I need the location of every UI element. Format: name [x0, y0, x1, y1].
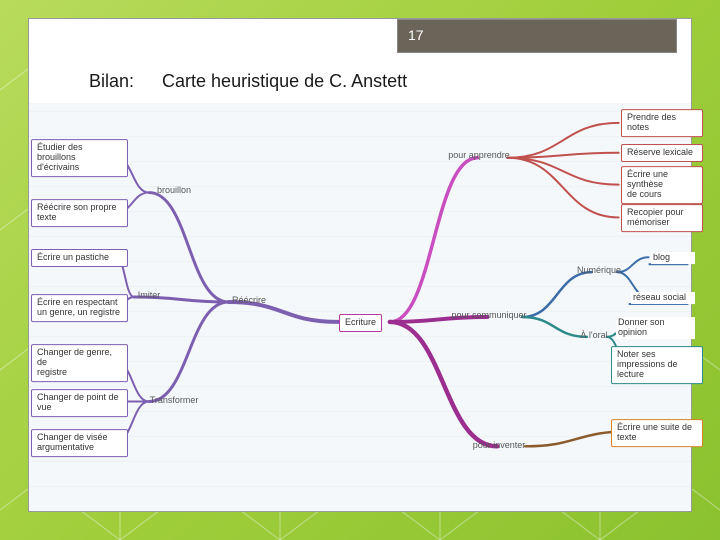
leaf-r2: Réserve lexicale [621, 144, 703, 162]
branch-inventer: pour inventer [473, 440, 526, 450]
leaf-r5: blog [651, 252, 695, 264]
content-panel: 17 Bilan: Carte heuristique de C. Anstet… [28, 18, 692, 512]
branch-oral: À l'oral [580, 330, 607, 340]
leaf-r7: Donner son opinion [616, 317, 695, 339]
page-number-tab: 17 [397, 19, 677, 53]
branch-apprendre: pour apprendre [448, 150, 510, 160]
branch-communiquer: pour communiquer [451, 310, 526, 320]
leaf-r9: Écrire une suite de texte [611, 419, 703, 447]
heading-bilan: Bilan: [89, 71, 134, 92]
leaf-r6: réseau social [631, 292, 695, 304]
branch-brouillon: brouillon [157, 185, 191, 195]
leaf-l2: Réécrire son propre texte [31, 199, 128, 227]
leaf-l1: Étudier des brouillons d'écrivains [31, 139, 128, 177]
mindmap-edges [29, 103, 691, 511]
leaf-l7: Changer de visée argumentative [31, 429, 128, 457]
leaf-r3: Écrire une synthèse de cours [621, 166, 703, 204]
branch-numerique: Numérique [577, 265, 621, 275]
leaf-l6: Changer de point de vue [31, 389, 128, 417]
leaf-l3: Écrire un pastiche [31, 249, 128, 267]
heading-title: Carte heuristique de C. Anstett [162, 71, 407, 92]
center-node: Ecriture [339, 314, 382, 332]
branch-imiter: Imiter [138, 290, 161, 300]
leaf-l5: Changer de genre, de registre [31, 344, 128, 382]
mindmap: Ecriture Réécrire brouillon Imiter Transform… [29, 103, 691, 511]
leaf-r4: Recopier pour mémoriser [621, 204, 703, 232]
branch-transformer: Transformer [150, 395, 199, 405]
branch-reecrire: Réécrire [232, 295, 266, 305]
slide: 17 Bilan: Carte heuristique de C. Anstet… [0, 0, 720, 540]
leaf-r8: Noter ses impressions de lecture [611, 346, 703, 384]
headings: Bilan: Carte heuristique de C. Anstett [89, 71, 671, 92]
leaf-r1: Prendre des notes [621, 109, 703, 137]
page-number: 17 [408, 27, 424, 43]
leaf-l4: Écrire en respectant un genre, un regist… [31, 294, 128, 322]
